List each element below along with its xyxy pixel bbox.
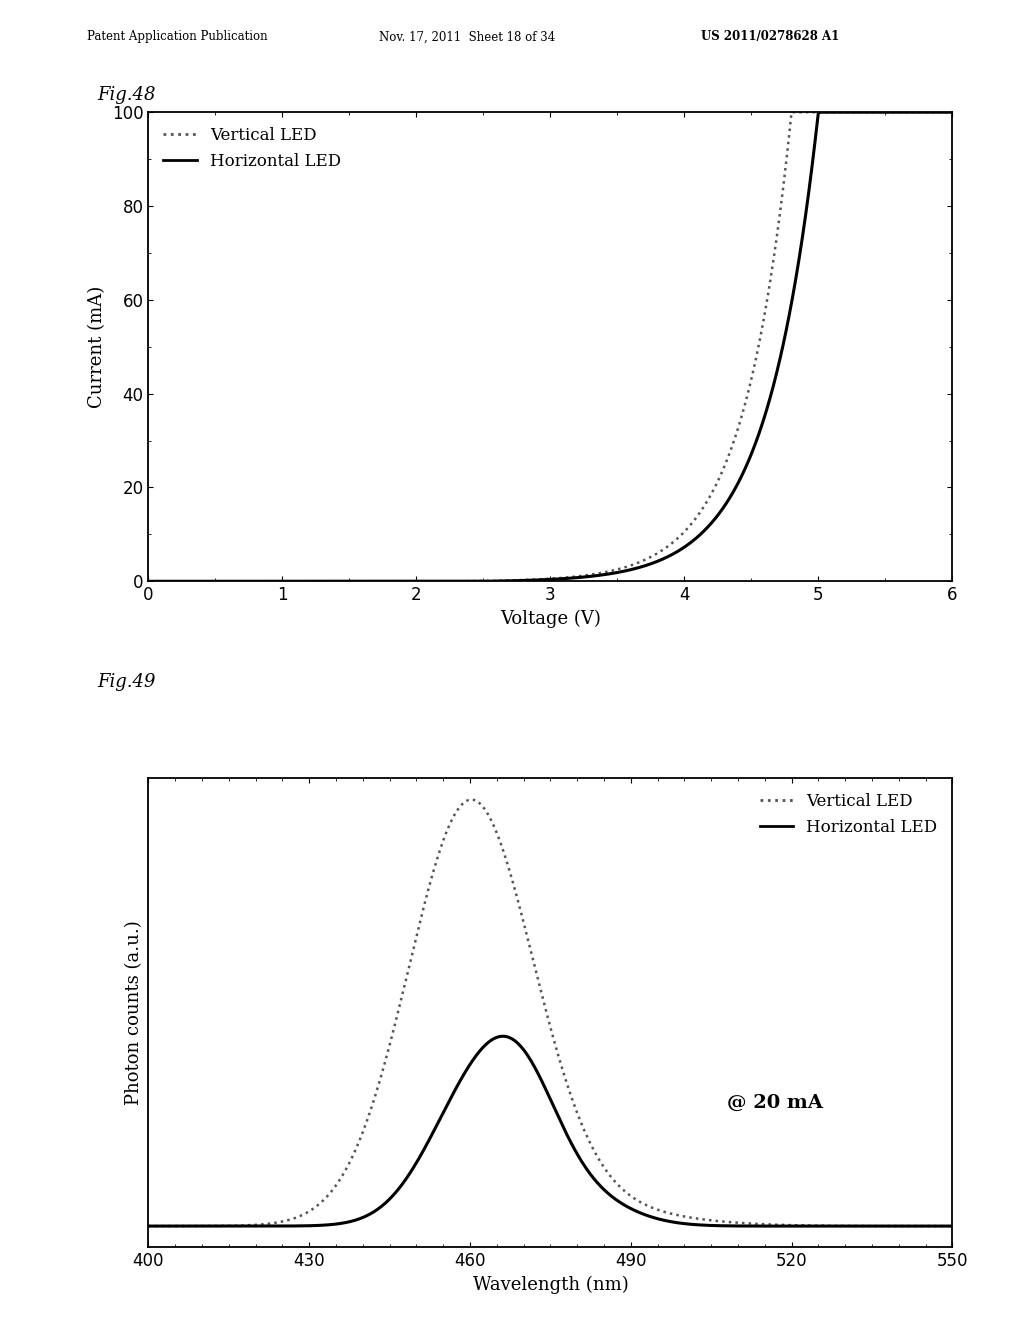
Vertical LED xyxy=(785,104,798,120)
Vertical LED xyxy=(924,104,936,120)
Horizontal LED xyxy=(924,1218,936,1234)
Vertical LED xyxy=(183,573,196,589)
Y-axis label: Photon counts (a.u.): Photon counts (a.u.) xyxy=(125,920,143,1105)
Horizontal LED xyxy=(142,1218,155,1234)
Horizontal LED xyxy=(946,104,958,120)
Vertical LED xyxy=(142,1218,155,1234)
Y-axis label: Current (mA): Current (mA) xyxy=(88,285,106,408)
Vertical LED xyxy=(775,1217,787,1233)
Horizontal LED xyxy=(183,1218,196,1234)
Line: Horizontal LED: Horizontal LED xyxy=(148,1036,952,1226)
Vertical LED xyxy=(465,792,477,808)
Vertical LED xyxy=(534,978,546,994)
Horizontal LED xyxy=(923,1218,935,1234)
Horizontal LED xyxy=(775,1218,787,1234)
Line: Vertical LED: Vertical LED xyxy=(148,112,952,581)
Horizontal LED xyxy=(775,345,787,360)
Line: Vertical LED: Vertical LED xyxy=(148,800,952,1226)
Horizontal LED xyxy=(924,104,936,120)
Text: Nov. 17, 2011  Sheet 18 of 34: Nov. 17, 2011 Sheet 18 of 34 xyxy=(379,30,555,44)
Vertical LED xyxy=(534,572,546,587)
Vertical LED xyxy=(183,1218,196,1234)
Horizontal LED xyxy=(512,573,524,589)
X-axis label: Voltage (V): Voltage (V) xyxy=(500,610,601,628)
Horizontal LED xyxy=(497,1028,509,1044)
Horizontal LED xyxy=(183,573,196,589)
X-axis label: Wavelength (nm): Wavelength (nm) xyxy=(472,1276,629,1294)
Horizontal LED xyxy=(946,1218,958,1234)
Horizontal LED xyxy=(142,573,155,589)
Vertical LED xyxy=(512,895,524,911)
Horizontal LED xyxy=(534,572,546,587)
Text: Fig.49: Fig.49 xyxy=(97,673,156,692)
Text: @ 20 mA: @ 20 mA xyxy=(727,1094,823,1113)
Horizontal LED xyxy=(512,1036,524,1052)
Horizontal LED xyxy=(812,104,824,120)
Horizontal LED xyxy=(534,1069,546,1085)
Text: Fig.48: Fig.48 xyxy=(97,86,156,104)
Horizontal LED xyxy=(923,104,935,120)
Vertical LED xyxy=(946,104,958,120)
Vertical LED xyxy=(512,573,524,589)
Vertical LED xyxy=(946,1218,958,1234)
Line: Horizontal LED: Horizontal LED xyxy=(148,112,952,581)
Vertical LED xyxy=(923,104,935,120)
Legend: Vertical LED, Horizontal LED: Vertical LED, Horizontal LED xyxy=(753,787,944,842)
Legend: Vertical LED, Horizontal LED: Vertical LED, Horizontal LED xyxy=(157,120,348,176)
Vertical LED xyxy=(775,194,787,210)
Vertical LED xyxy=(142,573,155,589)
Vertical LED xyxy=(924,1218,936,1234)
Text: Patent Application Publication: Patent Application Publication xyxy=(87,30,267,44)
Text: US 2011/0278628 A1: US 2011/0278628 A1 xyxy=(701,30,840,44)
Vertical LED xyxy=(923,1218,935,1234)
